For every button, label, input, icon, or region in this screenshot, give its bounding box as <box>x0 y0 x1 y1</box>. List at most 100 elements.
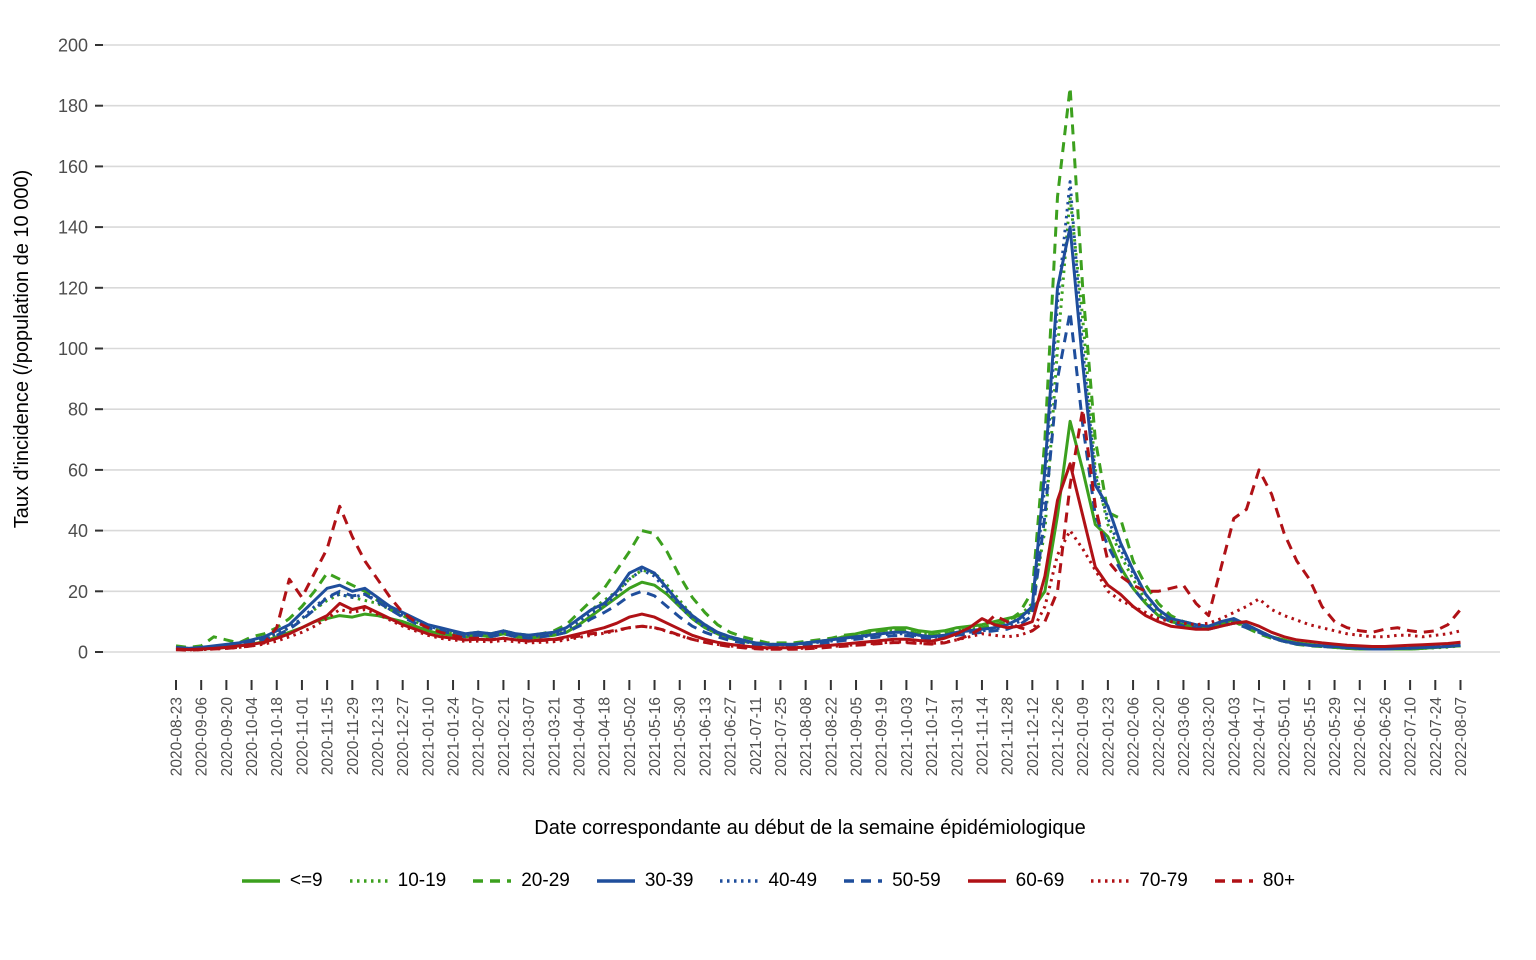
x-tick-label: 2022-03-06 <box>1176 697 1193 776</box>
x-tick-label: 2020-12-13 <box>370 697 387 776</box>
series-line-70-79 <box>175 529 1461 652</box>
x-tick-label: 2022-04-03 <box>1226 697 1243 776</box>
x-tick-label: 2020-08-23 <box>169 697 186 776</box>
legend-item-20-29: 20-29 <box>472 870 570 892</box>
x-tick-label: 2021-04-18 <box>597 697 614 776</box>
x-tick-label: 2022-06-26 <box>1377 697 1394 776</box>
x-tick-label: 2022-02-20 <box>1151 697 1168 777</box>
series-layer <box>175 86 1462 652</box>
legend-item-50-59: 50-59 <box>843 870 941 892</box>
x-tick-label: 2021-10-17 <box>924 697 941 776</box>
x-tick-label: 2020-10-18 <box>269 697 286 776</box>
y-tick-label: 80 <box>68 400 88 420</box>
legend-key-line <box>967 879 1006 883</box>
legend-item-60-69: 60-69 <box>967 870 1065 892</box>
x-tick-label: 2021-04-04 <box>571 697 588 777</box>
x-tick-label: 2020-11-15 <box>320 697 337 775</box>
x-tick-label: 2021-07-11 <box>748 697 765 775</box>
x-tick-label: 2021-09-05 <box>849 697 866 776</box>
y-tick-label: 20 <box>68 582 88 602</box>
x-tick-label: 2022-05-29 <box>1327 697 1344 776</box>
x-tick-label: 2021-02-07 <box>471 697 488 776</box>
series-line-30-39 <box>175 225 1461 651</box>
grid-layer <box>103 44 1500 653</box>
y-tick-label: 0 <box>78 643 88 663</box>
legend-item-30-39: 30-39 <box>596 870 694 892</box>
legend-key-line <box>473 879 512 883</box>
x-tick-label: 2021-09-19 <box>874 697 891 776</box>
x-tick-label: 2021-06-13 <box>697 697 714 776</box>
x-tick-label: 2020-09-20 <box>219 697 236 777</box>
series-line-<=9 <box>175 419 1461 651</box>
legend-key-line <box>1214 879 1253 883</box>
legend-label: 40-49 <box>768 870 818 891</box>
x-tick-label: 2021-11-14 <box>974 697 991 776</box>
x-tick-label: 2021-05-16 <box>647 697 664 776</box>
legend-key-line <box>349 879 388 883</box>
x-tick-label: 2022-08-07 <box>1453 697 1470 776</box>
y-tick-label: 180 <box>58 96 88 116</box>
x-tick-label: 2020-12-27 <box>395 697 412 776</box>
legend-label: 70-79 <box>1139 870 1188 891</box>
series-line-50-59 <box>175 310 1461 651</box>
x-tick-label: 2020-09-06 <box>194 697 211 776</box>
x-tick-label: 2022-05-01 <box>1277 697 1294 776</box>
x-tick-label: 2021-05-30 <box>672 697 689 777</box>
legend-label: 80+ <box>1262 870 1296 891</box>
x-tick-label: 2021-01-10 <box>420 697 437 777</box>
y-tick-label: 140 <box>58 218 88 238</box>
x-tick-label: 2021-06-27 <box>723 697 740 776</box>
legend-item-40-49: 40-49 <box>719 870 817 892</box>
x-tick-label: 2020-11-01 <box>294 697 311 775</box>
x-tick-label: 2022-01-09 <box>1075 697 1092 776</box>
legend-key-line <box>720 879 759 883</box>
x-tick-label: 2022-07-10 <box>1403 697 1420 777</box>
x-tick-label: 2021-11-28 <box>1000 697 1017 775</box>
legend-item-10-19: 10-19 <box>349 870 447 892</box>
x-tick-label: 2021-03-21 <box>546 697 563 776</box>
legend-label: 30-39 <box>644 870 694 891</box>
legend-label: 60-69 <box>1015 870 1065 891</box>
x-tick-label: 2021-08-08 <box>798 697 815 776</box>
legend-label: 20-29 <box>521 870 570 891</box>
series-line-10-19 <box>176 195 1461 651</box>
axis-layer: 0 20 40 60 80 100 120 140 160 180 200 2020-08-23 202… <box>58 36 1470 777</box>
y-tick-label: 200 <box>58 36 88 56</box>
x-tick-label: 2021-07-25 <box>773 697 790 776</box>
legend-label: 10-19 <box>397 870 447 891</box>
x-tick-label: 2022-06-12 <box>1352 697 1369 776</box>
series-line-40-49 <box>175 180 1461 651</box>
y-tick-label: 60 <box>68 460 88 480</box>
chart-legend: <=9 10-19 20-29 30-39 40-49 50-59 60-69 70-79 80… <box>0 870 1536 892</box>
x-tick-label: 2022-02-06 <box>1126 697 1143 776</box>
series-line-60-69 <box>175 462 1461 652</box>
y-tick-label: 40 <box>68 521 88 541</box>
x-tick-label: 2021-03-07 <box>521 697 538 776</box>
x-tick-label: 2020-11-29 <box>345 697 362 775</box>
x-tick-label: 2020-10-04 <box>244 697 261 777</box>
x-tick-label: 2021-10-31 <box>949 697 966 776</box>
series-line-80+ <box>175 407 1462 652</box>
legend-key-line <box>1091 879 1130 883</box>
y-tick-label: 100 <box>58 339 88 359</box>
legend-item-<=9: <=9 <box>241 870 323 892</box>
x-tick-label: 2022-04-17 <box>1251 697 1268 776</box>
x-tick-label: 2022-03-20 <box>1201 697 1218 777</box>
incidence-line-chart: Taux d'incidence (/population de 10 000)… <box>11 36 1500 839</box>
legend-key-line <box>844 879 883 883</box>
y-tick-label: 120 <box>58 278 88 298</box>
legend-label: 50-59 <box>892 870 941 891</box>
legend-item-70-79: 70-79 <box>1090 870 1188 892</box>
y-axis-title: Taux d'incidence (/population de 10 000) <box>11 170 33 529</box>
legend-item-80+: 80+ <box>1214 870 1295 892</box>
x-axis-title: Date correspondante au début de la semai… <box>534 817 1086 839</box>
x-tick-label: 2021-01-24 <box>446 697 463 777</box>
x-tick-label: 2022-05-15 <box>1302 697 1319 776</box>
x-tick-label: 2022-07-24 <box>1428 697 1445 777</box>
x-tick-label: 2021-02-21 <box>496 697 513 776</box>
legend-key-line <box>596 879 635 883</box>
y-tick-label: 160 <box>58 157 88 177</box>
legend-key-line <box>241 879 280 883</box>
x-tick-label: 2022-01-23 <box>1100 697 1117 776</box>
